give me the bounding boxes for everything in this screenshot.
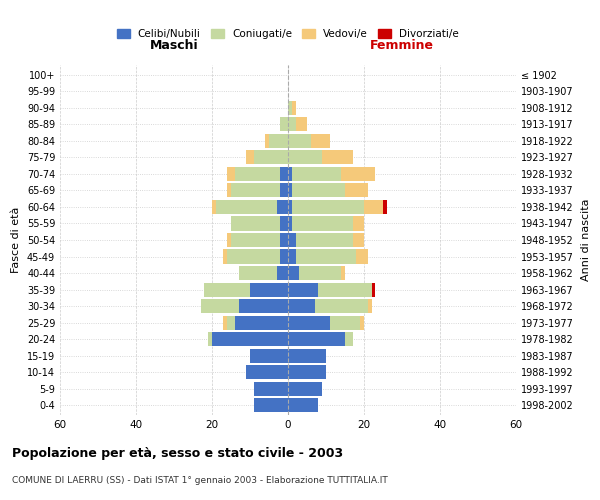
Bar <box>330 316 360 330</box>
Bar <box>288 184 292 198</box>
Bar <box>345 332 353 346</box>
Bar <box>250 282 288 296</box>
Bar <box>296 233 353 247</box>
Text: Popolazione per età, sesso e stato civile - 2003: Popolazione per età, sesso e stato civil… <box>12 448 343 460</box>
Bar <box>288 200 292 214</box>
Bar <box>235 316 288 330</box>
Bar <box>223 250 227 264</box>
Bar <box>254 382 288 396</box>
Bar <box>280 167 288 181</box>
Bar <box>314 299 368 313</box>
Bar <box>360 316 364 330</box>
Bar <box>205 282 250 296</box>
Bar <box>250 348 288 362</box>
Bar <box>341 266 345 280</box>
Bar <box>227 250 280 264</box>
Bar <box>227 167 235 181</box>
Bar <box>212 332 288 346</box>
Bar <box>223 316 227 330</box>
Text: Maschi: Maschi <box>149 39 199 52</box>
Y-axis label: Fasce di età: Fasce di età <box>11 207 21 273</box>
Bar <box>288 332 345 346</box>
Bar <box>296 118 307 132</box>
Bar <box>288 216 292 230</box>
Legend: Celibi/Nubili, Coniugati/e, Vedovi/e, Divorziati/e: Celibi/Nubili, Coniugati/e, Vedovi/e, Di… <box>113 24 463 44</box>
Bar <box>292 216 353 230</box>
Bar <box>239 266 277 280</box>
Bar <box>296 250 356 264</box>
Bar <box>341 167 376 181</box>
Bar <box>356 250 368 264</box>
Y-axis label: Anni di nascita: Anni di nascita <box>581 198 590 281</box>
Bar <box>212 200 216 214</box>
Bar <box>288 118 296 132</box>
Bar <box>353 233 364 247</box>
Bar <box>288 365 326 379</box>
Bar <box>368 299 371 313</box>
Text: COMUNE DI LAERRU (SS) - Dati ISTAT 1° gennaio 2003 - Elaborazione TUTTITALIA.IT: COMUNE DI LAERRU (SS) - Dati ISTAT 1° ge… <box>12 476 388 485</box>
Bar <box>265 134 269 148</box>
Bar <box>280 184 288 198</box>
Bar <box>227 316 235 330</box>
Bar <box>227 233 231 247</box>
Text: Femmine: Femmine <box>370 39 434 52</box>
Bar <box>383 200 387 214</box>
Bar <box>277 200 288 214</box>
Bar <box>292 184 345 198</box>
Bar <box>292 167 341 181</box>
Bar <box>288 398 319 412</box>
Bar <box>288 282 319 296</box>
Bar <box>311 134 330 148</box>
Bar <box>288 299 314 313</box>
Bar <box>364 200 383 214</box>
Bar <box>269 134 288 148</box>
Bar <box>231 184 280 198</box>
Bar <box>288 101 292 115</box>
Bar <box>235 167 280 181</box>
Bar <box>288 250 296 264</box>
Bar <box>322 150 353 164</box>
Bar <box>246 150 254 164</box>
Bar <box>353 216 364 230</box>
Bar <box>288 134 311 148</box>
Bar <box>292 200 364 214</box>
Bar <box>299 266 341 280</box>
Bar <box>371 282 376 296</box>
Bar <box>280 250 288 264</box>
Bar <box>292 101 296 115</box>
Bar <box>254 398 288 412</box>
Bar <box>231 216 280 230</box>
Bar <box>227 184 231 198</box>
Bar <box>239 299 288 313</box>
Bar <box>246 365 288 379</box>
Bar <box>277 266 288 280</box>
Bar <box>280 216 288 230</box>
Bar <box>288 150 322 164</box>
Bar <box>280 233 288 247</box>
Bar <box>288 233 296 247</box>
Bar <box>288 167 292 181</box>
Bar <box>319 282 371 296</box>
Bar <box>254 150 288 164</box>
Bar <box>231 233 280 247</box>
Bar <box>200 299 239 313</box>
Bar <box>288 266 299 280</box>
Bar <box>288 382 322 396</box>
Bar <box>280 118 288 132</box>
Bar <box>288 316 330 330</box>
Bar <box>288 348 326 362</box>
Bar <box>345 184 368 198</box>
Bar <box>216 200 277 214</box>
Bar <box>208 332 212 346</box>
